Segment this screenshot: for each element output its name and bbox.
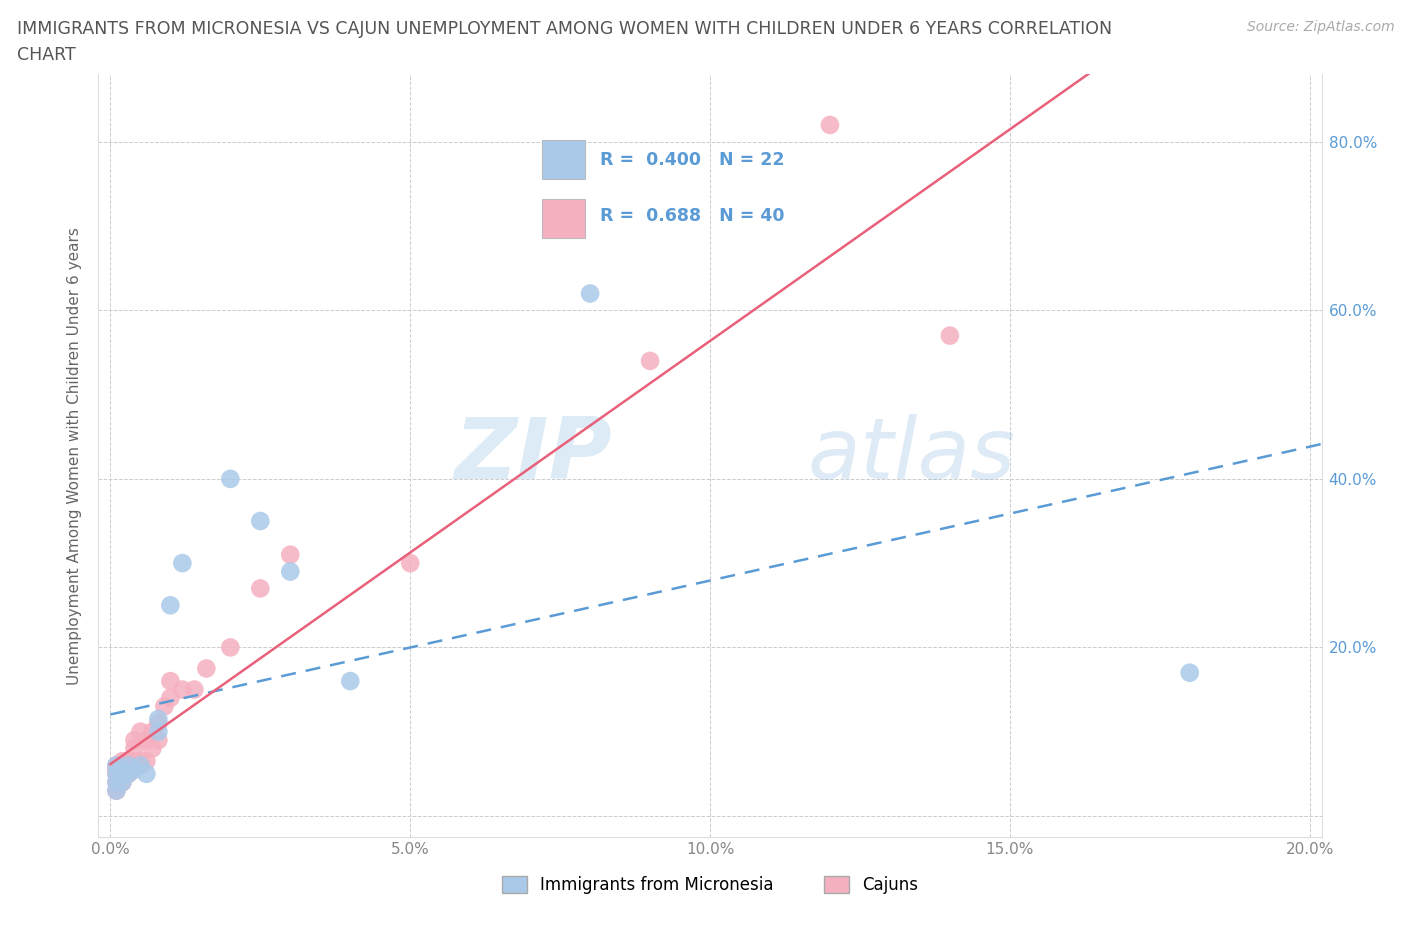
Point	[129, 724, 152, 739]
Point	[818, 117, 841, 132]
Point	[111, 775, 134, 790]
Point	[278, 565, 301, 579]
Point	[117, 766, 139, 781]
Point	[219, 640, 242, 655]
Point	[153, 699, 176, 714]
Point	[111, 763, 134, 777]
Text: ZIP: ZIP	[454, 414, 612, 498]
Point	[117, 753, 139, 768]
Point	[117, 758, 139, 773]
Point	[105, 766, 128, 781]
Point	[111, 766, 134, 781]
Point	[117, 766, 139, 781]
Text: IMMIGRANTS FROM MICRONESIA VS CAJUN UNEMPLOYMENT AMONG WOMEN WITH CHILDREN UNDER: IMMIGRANTS FROM MICRONESIA VS CAJUN UNEM…	[17, 20, 1112, 38]
Point	[159, 690, 181, 705]
Point	[105, 766, 128, 781]
Text: atlas: atlas	[808, 414, 1017, 498]
Text: CHART: CHART	[17, 46, 76, 64]
Point	[939, 328, 962, 343]
Point	[339, 673, 361, 688]
Point	[117, 763, 139, 777]
Point	[124, 758, 146, 773]
Point	[129, 753, 152, 768]
Point	[105, 775, 128, 790]
Point	[141, 741, 163, 756]
Point	[111, 758, 134, 773]
Point	[105, 783, 128, 798]
Point	[105, 758, 128, 773]
Point	[183, 682, 205, 697]
Point	[579, 286, 602, 301]
Point	[148, 724, 170, 739]
Point	[172, 682, 194, 697]
Point	[195, 661, 218, 676]
Point	[148, 733, 170, 748]
Point	[105, 775, 128, 790]
Point	[111, 766, 134, 781]
Point	[124, 753, 146, 768]
Point	[105, 783, 128, 798]
Point	[159, 673, 181, 688]
Point	[249, 513, 271, 528]
Point	[172, 556, 194, 571]
Point	[111, 763, 134, 777]
Point	[135, 753, 157, 768]
Point	[1178, 665, 1201, 680]
Point	[124, 741, 146, 756]
Point	[111, 753, 134, 768]
Point	[141, 724, 163, 739]
Point	[124, 733, 146, 748]
Point	[159, 598, 181, 613]
Point	[105, 763, 128, 777]
Point	[148, 716, 170, 731]
Legend: Immigrants from Micronesia, Cajuns: Immigrants from Micronesia, Cajuns	[495, 870, 925, 901]
Point	[135, 766, 157, 781]
Point	[129, 758, 152, 773]
Point	[148, 711, 170, 726]
Point	[124, 763, 146, 777]
Y-axis label: Unemployment Among Women with Children Under 6 years: Unemployment Among Women with Children U…	[67, 227, 83, 684]
Point	[249, 581, 271, 596]
Point	[278, 547, 301, 562]
Point	[117, 758, 139, 773]
Point	[135, 733, 157, 748]
Text: Source: ZipAtlas.com: Source: ZipAtlas.com	[1247, 20, 1395, 34]
Point	[219, 472, 242, 486]
Point	[399, 556, 422, 571]
Point	[129, 758, 152, 773]
Point	[105, 758, 128, 773]
Point	[111, 775, 134, 790]
Point	[638, 353, 661, 368]
